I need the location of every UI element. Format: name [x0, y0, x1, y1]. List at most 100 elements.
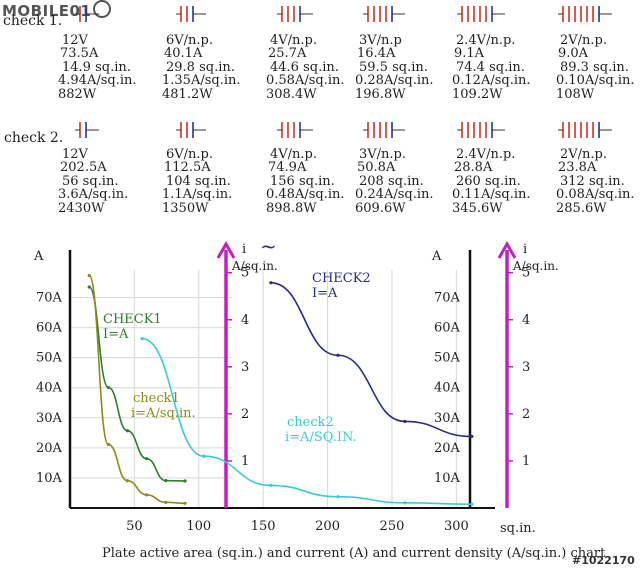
plate-symbol-icon — [277, 122, 313, 138]
cell-density: 3.6A/sq.in. — [58, 187, 129, 203]
cell-power: 285.6W — [556, 200, 607, 216]
data-point — [106, 385, 110, 390]
cell-current: 16.4A — [357, 46, 396, 62]
series-label-formula: i=A/SQ.IN. — [285, 430, 357, 445]
density-axis-symbol: i — [523, 242, 527, 257]
x-axis-tick: 200 — [315, 519, 340, 534]
density-axis-tick: 4 — [522, 313, 530, 328]
density-axis-tick: 3 — [241, 360, 249, 375]
density-axis-tick: 1 — [522, 454, 530, 469]
cell-density: 0.11A/sq.in. — [452, 187, 531, 203]
data-point — [140, 336, 144, 341]
plate-symbol-icon — [176, 6, 206, 22]
cell-current: 73.5A — [60, 46, 99, 62]
series-line-check2 — [270, 281, 472, 438]
cell-current: 25.7A — [268, 46, 307, 62]
cell-current: 74.9A — [268, 160, 307, 176]
plate-symbol-icon — [363, 122, 405, 138]
cell-area: 44.6 sq.in. — [270, 59, 339, 75]
right-axis-tick: 60A — [434, 321, 461, 336]
cell-power: 108W — [556, 86, 595, 102]
data-point — [125, 429, 130, 433]
wave-symbol: ~ — [260, 234, 277, 258]
check-cell: 6V/n.p. 112.5A 104 sq.in. 1.1A/sq.in. 1350W — [162, 148, 257, 215]
x-axis-tick: 100 — [186, 519, 211, 534]
cell-current: 23.8A — [558, 160, 597, 176]
cell-current: 9.0A — [558, 46, 589, 62]
logo-ring-icon — [93, 0, 112, 18]
cell-density: 0.10A/sq.in. — [556, 73, 635, 89]
series-label: CHECK1 — [103, 312, 162, 327]
cell-density: 0.28A/sq.in. — [355, 73, 434, 89]
x-axis-tick: 250 — [380, 519, 405, 534]
series-label: CHECK2 — [312, 271, 371, 286]
cell-voltage: 2.4V/n.p. — [456, 147, 516, 162]
chart-labels: A 10A 20A 30A 40A 50A 60A 70A A 10A 20A 30A 40A 50A 60… — [33, 234, 559, 536]
cell-power: 481.2W — [162, 86, 213, 102]
data-point — [269, 281, 273, 285]
right-axis-tick: 20A — [434, 441, 461, 456]
data-point — [470, 502, 474, 506]
left-axis-tick: 50A — [36, 351, 63, 366]
left-axis-tick: 30A — [36, 411, 63, 426]
series-label-formula: I=A — [103, 327, 129, 342]
cell-density: 0.08A/sq.in. — [556, 187, 635, 203]
left-axis-tick: 60A — [36, 321, 63, 336]
data-point — [336, 353, 340, 357]
cell-voltage: 6V/n.p. — [166, 147, 213, 162]
cell-voltage: 4V/n.p. — [270, 33, 317, 48]
cell-area: 74.4 sq.in. — [456, 59, 525, 75]
cell-area: 56 sq.in. — [62, 173, 119, 189]
data-point — [183, 501, 187, 505]
check-cell: 3V/n.p. 50.8A 208 sq.in. 0.24A/sq.in. 609.6W — [355, 148, 450, 215]
plate-symbol-icon — [277, 6, 313, 22]
density-axis-unit: A/sq.in. — [512, 259, 559, 273]
cell-density: 0.12A/sq.in. — [452, 73, 531, 89]
series-label: check2 — [287, 415, 334, 430]
check-cell: 12V 73.5A 14.9 sq.in. 4.94A/sq.in. 882W — [58, 34, 153, 101]
cell-power: 609.6W — [355, 200, 406, 216]
data-point — [145, 493, 149, 497]
plate-symbol-icon — [457, 122, 505, 138]
data-point — [183, 479, 187, 483]
data-point — [164, 479, 168, 483]
cell-density: 0.58A/sq.in. — [266, 73, 345, 89]
density-axis-tick: 2 — [241, 407, 249, 422]
right-axis-tick: 10A — [434, 471, 461, 486]
right-axis-tick: 40A — [434, 381, 461, 396]
check-cell: 2V/n.p. 23.8A 312 sq.in. 0.08A/sq.in. 285.6W — [556, 148, 640, 215]
data-point — [336, 495, 340, 499]
cell-area: 156 sq.in. — [270, 173, 335, 189]
chart-grid — [70, 270, 457, 508]
cell-voltage: 3V/n.p. — [359, 147, 406, 162]
data-point — [87, 273, 91, 278]
x-axis-unit: sq.in. — [500, 521, 536, 536]
data-point — [403, 501, 407, 505]
chart-axes — [68, 240, 517, 509]
series-label-formula: I=A — [312, 286, 338, 301]
cell-area: 104 sq.in. — [166, 173, 231, 189]
check-cell: 3V/n.p 16.4A 59.5 sq.in. 0.28A/sq.in. 196.8W — [355, 34, 450, 101]
plate-symbol-icon — [558, 122, 612, 138]
cell-density: 4.94A/sq.in. — [58, 73, 137, 89]
data-point — [202, 454, 206, 458]
density-axis-tick: 4 — [241, 313, 249, 328]
data-point — [106, 442, 110, 447]
density-axis-symbol: i — [242, 242, 246, 257]
left-axis-tick: 10A — [36, 471, 63, 486]
left-axis-label: A — [33, 249, 44, 264]
cell-density: 0.48A/sq.in. — [266, 187, 345, 203]
cell-power: 1350W — [162, 200, 209, 216]
plate-symbol-icon — [75, 6, 99, 22]
cell-voltage: 4V/n.p. — [270, 147, 317, 162]
check-cell: 2V/n.p. 9.0A 89.3 sq.in. 0.10A/sq.in. 108W — [556, 34, 640, 101]
left-axis-tick: 70A — [36, 291, 63, 306]
check-cell: 2.4V/n.p. 28.8A 260 sq.in. 0.11A/sq.in. 345.… — [452, 148, 547, 215]
check2-row-label: check 2. — [4, 130, 64, 146]
data-point — [470, 434, 474, 439]
cell-voltage: 2V/n.p. — [560, 147, 607, 162]
cell-area: 14.9 sq.in. — [62, 59, 131, 75]
data-point — [145, 457, 149, 461]
logo-text: MOBILE01 — [2, 2, 92, 20]
